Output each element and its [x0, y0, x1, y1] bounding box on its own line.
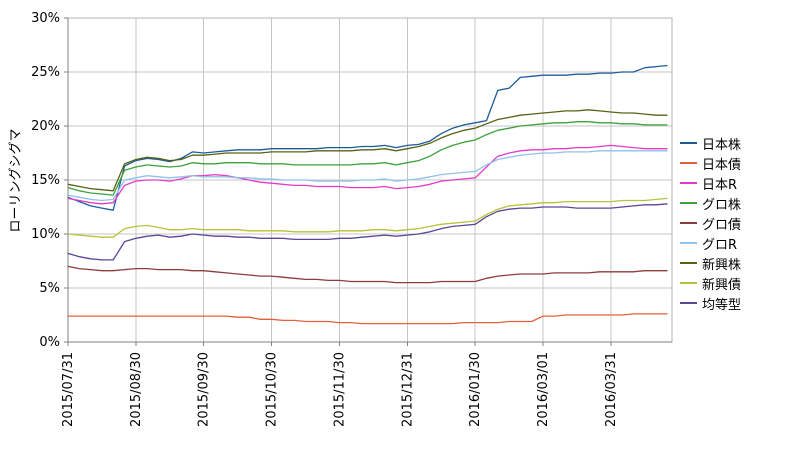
legend-item: グロR: [680, 233, 741, 253]
legend-swatch: [680, 282, 697, 284]
y-axis-title: ローリングシグマ: [8, 128, 24, 233]
series-line-6: [67, 109, 668, 192]
x-tick-label: 2015/08/30: [129, 352, 144, 427]
x-tick-label: 2015/11/30: [332, 352, 347, 427]
x-tick-label: 2015/12/31: [400, 352, 415, 427]
legend-swatch: [680, 202, 697, 204]
y-tick-label: 5%: [39, 281, 60, 296]
legend-item: 新興債: [680, 273, 741, 293]
legend-label: グロ債: [702, 217, 742, 233]
series-line-2: [67, 144, 668, 205]
legend-item: 日本R: [680, 173, 741, 193]
x-tick-label: 2016/03/01: [536, 352, 551, 427]
legend-swatch: [680, 302, 697, 304]
series-line-4: [67, 265, 668, 284]
x-tick-label: 2015/09/30: [197, 352, 212, 427]
legend-label: 日本株: [702, 137, 742, 153]
legend-item: グロ債: [680, 213, 741, 233]
x-tick-label: 2016/01/30: [468, 352, 483, 427]
legend-label: 日本債: [702, 157, 742, 173]
legend-label: 新興株: [702, 257, 742, 273]
axis-labels: 0% 5% 10% 15% 20% 25% 30% 2015/07/31 2015/08/30 2…: [31, 11, 619, 427]
legend-label: 新興債: [702, 277, 742, 293]
legend-item: 日本債: [680, 153, 741, 173]
y-tick-label: 15%: [31, 173, 60, 188]
legend-swatch: [680, 222, 697, 224]
legend-label: 均等型: [702, 297, 742, 313]
legend-swatch: [680, 182, 697, 184]
series-line-1: [68, 313, 668, 325]
series-line-8: [67, 203, 668, 261]
y-tick-label: 25%: [31, 65, 60, 80]
legend: 日本株日本債日本R グロ株グロ債グロR 新興株新興債均等型: [680, 133, 741, 313]
x-tick-label: 2016/03/31: [604, 352, 619, 427]
y-tick-label: 30%: [31, 11, 60, 26]
x-tick-label: 2015/07/31: [61, 352, 76, 427]
legend-item: グロ株: [680, 193, 741, 213]
y-tick-label: 0%: [39, 335, 60, 350]
axes: [64, 17, 672, 346]
legend-item: 均等型: [680, 293, 741, 313]
legend-swatch: [680, 262, 697, 264]
legend-item: 新興株: [680, 253, 741, 273]
series-line-0: [67, 64, 668, 211]
y-tick-label: 20%: [31, 119, 60, 134]
legend-label: グロR: [702, 237, 738, 253]
legend-swatch: [680, 242, 697, 244]
y-tick-label: 10%: [31, 227, 60, 242]
series-line-3: [67, 121, 668, 196]
series-lines: [67, 64, 668, 325]
legend-swatch: [680, 162, 697, 164]
legend-label: 日本R: [702, 177, 738, 193]
legend-label: グロ株: [702, 197, 742, 213]
legend-swatch: [680, 142, 697, 144]
legend-item: 日本株: [680, 133, 741, 153]
series-line-5: [67, 150, 668, 202]
x-tick-label: 2015/10/30: [265, 352, 280, 427]
series-line-7: [67, 197, 668, 238]
